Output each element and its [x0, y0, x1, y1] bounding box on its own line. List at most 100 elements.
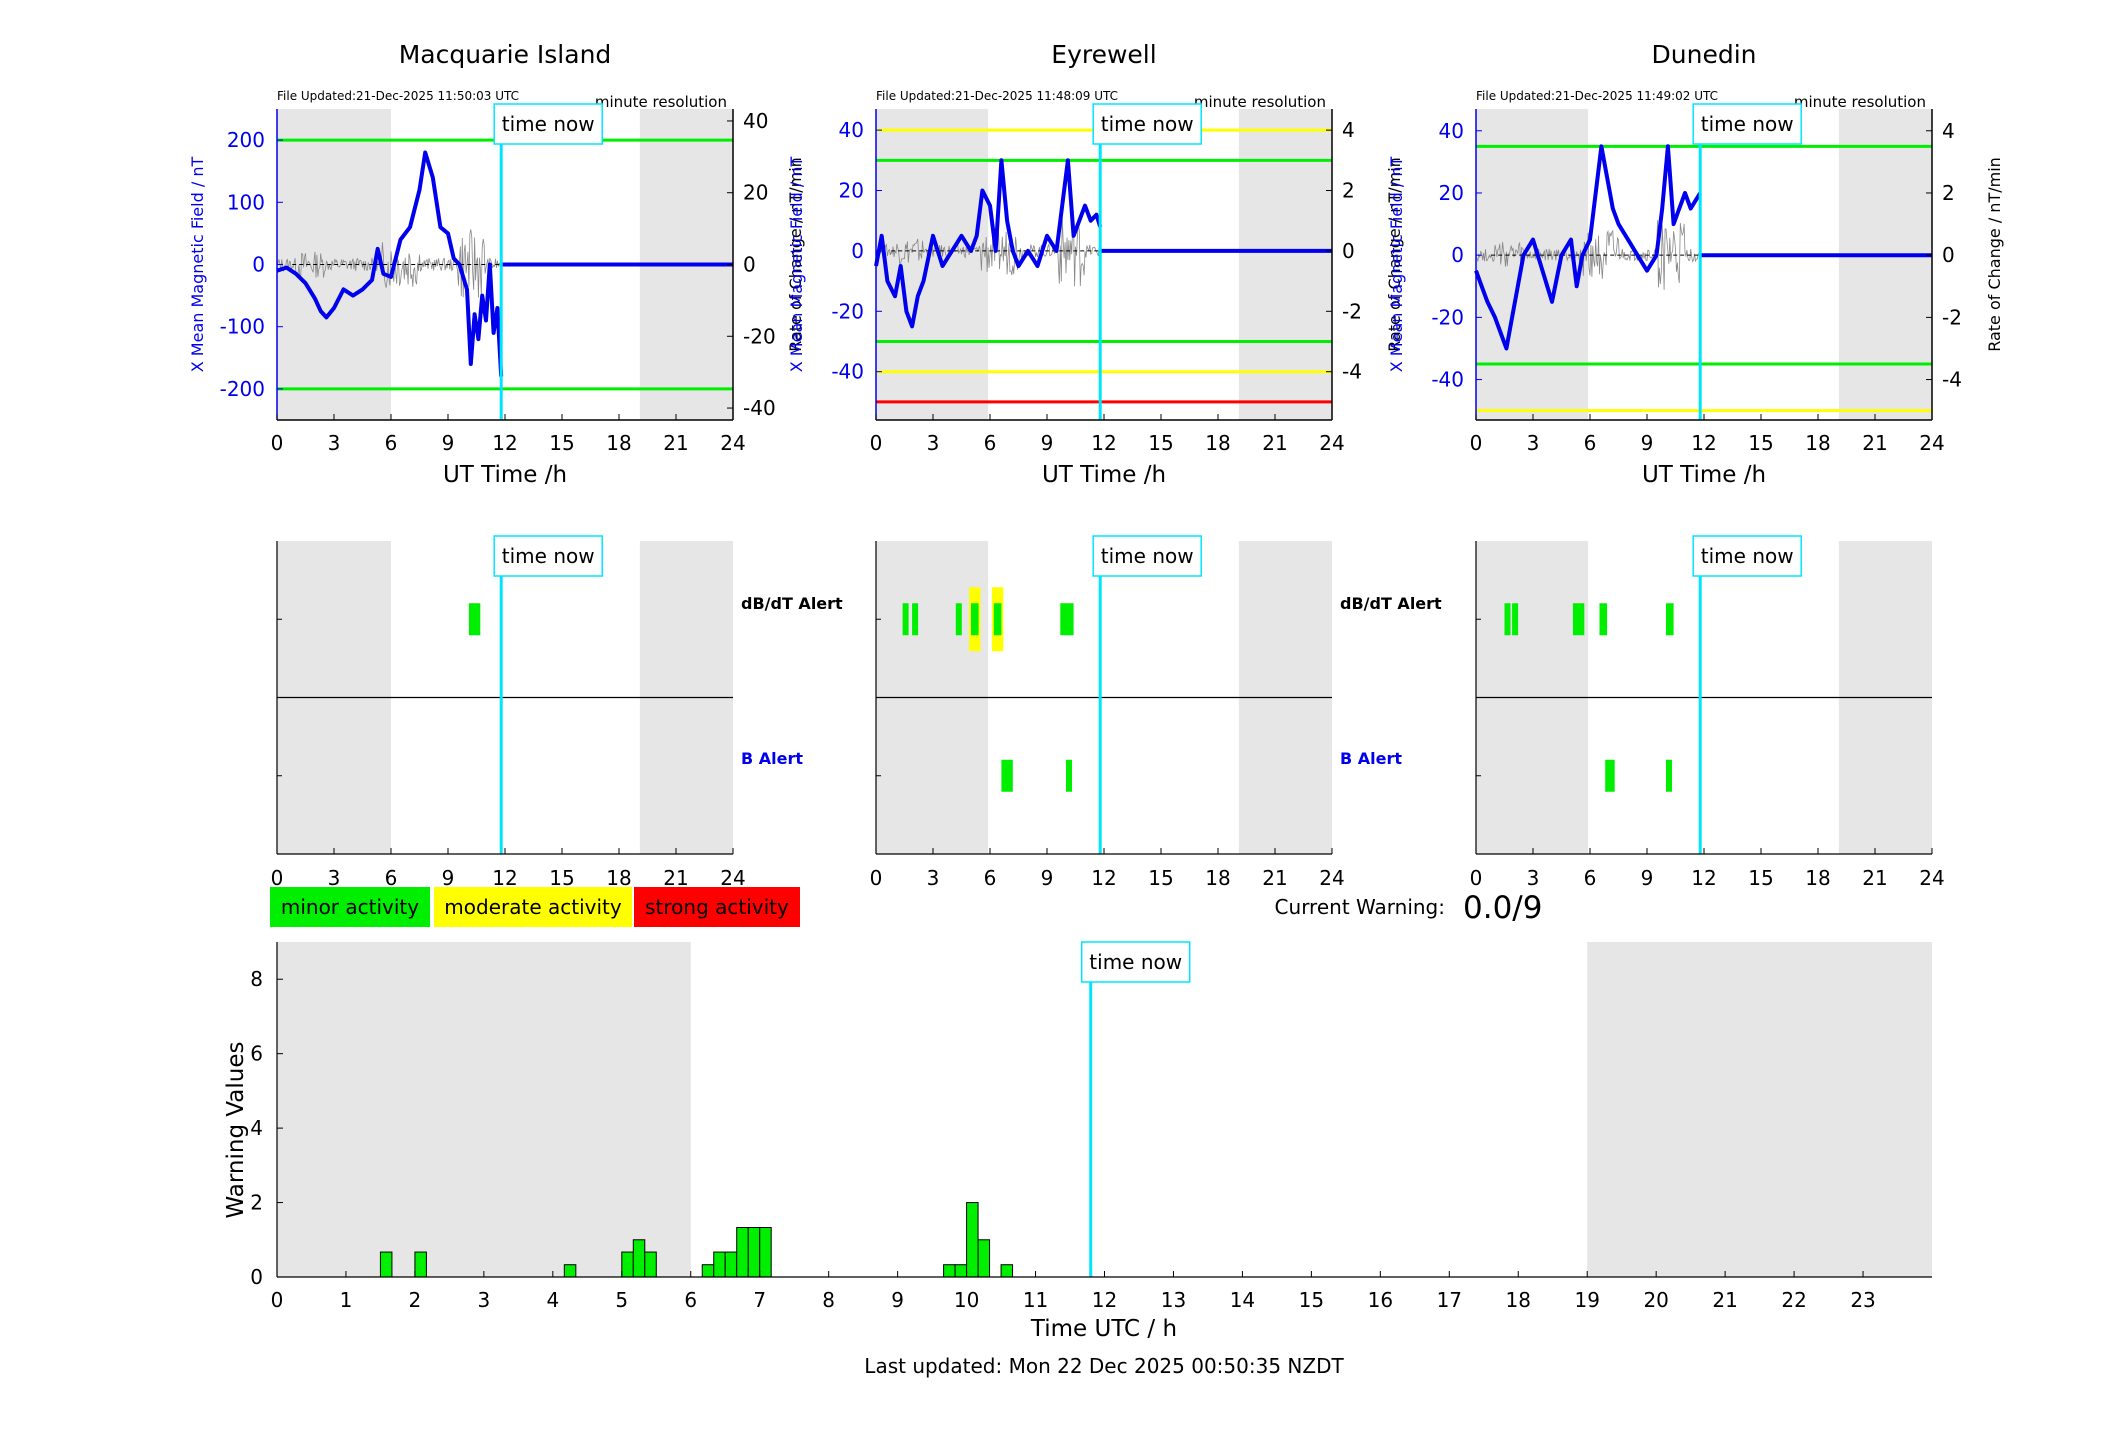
y2-tick-label: -4 [1342, 360, 1362, 384]
station-title: Macquarie Island [399, 40, 612, 69]
time-now-label: time now [1101, 112, 1194, 136]
legend-label: minor activity [281, 895, 419, 919]
x-tick-label: 0 [271, 431, 284, 455]
time-now-label: time now [1701, 112, 1794, 136]
x-axis-label: UT Time /h [1642, 462, 1766, 488]
time-now-box-top-0 [493, 103, 603, 145]
x-tick-label: 24 [1319, 866, 1344, 890]
x-tick-label: 20 [1643, 1288, 1668, 1312]
y-tick-label: -40 [831, 360, 864, 384]
x-tick-label: 8 [822, 1288, 835, 1312]
x-tick-label: 2 [409, 1288, 422, 1312]
warning-bar [736, 1226, 749, 1278]
warning-bar [943, 1264, 956, 1278]
y-tick-label: 40 [839, 118, 864, 142]
warning-bar [644, 1251, 657, 1278]
time-now-label: time now [1701, 544, 1794, 568]
current-warning-value: 0.0/9 [1463, 890, 1542, 926]
x-tick-label: 18 [1805, 431, 1830, 455]
x-tick-label: 7 [753, 1288, 766, 1312]
x-tick-label: 12 [1091, 866, 1116, 890]
dbdt-alert-block [1599, 603, 1608, 636]
b-alert-block [1001, 759, 1013, 792]
y-tick-label: 40 [1439, 119, 1464, 143]
dbdt-alert-block [1060, 603, 1074, 636]
x-tick-label: 9 [891, 1288, 904, 1312]
x-tick-label: 3 [328, 866, 341, 890]
x-tick-label: 14 [1230, 1288, 1255, 1312]
left-y-axis-label: X Mean Magnetic Field / nT [188, 157, 207, 373]
y-tick-label: 0 [250, 1265, 263, 1289]
right-y-axis-label: Rate of Change / nT/min [1985, 157, 2004, 352]
x-tick-label: 13 [1161, 1288, 1186, 1312]
night-shade [876, 109, 989, 420]
legend-label: moderate activity [444, 895, 622, 919]
station-title: Eyrewell [1051, 40, 1156, 69]
y2-tick-label: -2 [1342, 299, 1362, 323]
y-tick-label: -200 [220, 377, 265, 401]
file-updated: File Updated:21-Dec-2025 11:50:03 UTC [277, 89, 519, 103]
x-tick-label: 6 [385, 866, 398, 890]
field-series-line [276, 150, 504, 377]
dbdt-alert-label: dB/dT Alert [741, 594, 843, 613]
x-tick-label: 9 [442, 431, 455, 455]
x-tick-label: 6 [684, 1288, 697, 1312]
dbdt-alert-label: dB/dT Alert [1340, 594, 1442, 613]
warning-bar [621, 1251, 634, 1278]
x-tick-label: 12 [1091, 431, 1116, 455]
warning-bar [1000, 1264, 1014, 1278]
x-tick-label: 21 [1262, 431, 1287, 455]
resolution-label: minute resolution [595, 93, 727, 111]
y2-tick-label: -4 [1942, 368, 1962, 392]
x-tick-label: 18 [1506, 1288, 1531, 1312]
time-now-label: time now [502, 544, 595, 568]
x-tick-label: 21 [663, 866, 688, 890]
x-tick-label: 15 [1299, 1288, 1324, 1312]
dbdt-alert-block [468, 603, 481, 636]
right-y-axis-label: Rate of Change / nT/min [786, 157, 805, 352]
warning-bar [977, 1239, 991, 1278]
x-tick-label: 6 [385, 431, 398, 455]
x-tick-label: 3 [1527, 866, 1540, 890]
legend-swatch [434, 887, 632, 927]
x-tick-label: 21 [1712, 1288, 1737, 1312]
x-tick-label: 21 [1862, 431, 1887, 455]
x-tick-label: 0 [870, 866, 883, 890]
x-tick-label: 15 [1148, 431, 1173, 455]
time-now-box-top-2 [1692, 103, 1802, 145]
b-alert-block [1066, 759, 1072, 792]
warning-bar [414, 1251, 427, 1278]
y-tick-label: 4 [250, 1116, 263, 1140]
y2-tick-label: 4 [1342, 118, 1355, 142]
x-tick-label: 18 [1805, 866, 1830, 890]
y2-tick-label: -40 [743, 396, 776, 420]
warning-bar [563, 1264, 577, 1278]
x-tick-label: 17 [1437, 1288, 1462, 1312]
field-series-line [1474, 144, 1702, 351]
y-tick-label: 6 [250, 1042, 263, 1066]
x-tick-label: 24 [1919, 866, 1944, 890]
night-shade [1476, 109, 1589, 420]
y2-tick-label: 0 [1342, 239, 1355, 263]
x-tick-label: 15 [1148, 866, 1173, 890]
x-tick-label: 5 [615, 1288, 628, 1312]
x-tick-label: 24 [1919, 431, 1944, 455]
x-tick-label: 18 [1205, 431, 1230, 455]
resolution-label: minute resolution [1794, 93, 1926, 111]
y-tick-label: 0 [1451, 243, 1464, 267]
file-updated: File Updated:21-Dec-2025 11:49:02 UTC [1476, 89, 1718, 103]
y-tick-label: 20 [1439, 181, 1464, 205]
x-tick-label: 12 [1691, 431, 1716, 455]
file-updated: File Updated:21-Dec-2025 11:48:09 UTC [876, 89, 1118, 103]
x-tick-label: 18 [1205, 866, 1230, 890]
y-tick-label: 20 [839, 179, 864, 203]
x-tick-label: 24 [1319, 431, 1344, 455]
right-y-axis-label: Rate of Change / nT/min [1385, 157, 1404, 352]
x-tick-label: 15 [1748, 866, 1773, 890]
night-shade [277, 942, 691, 1277]
x-tick-label: 3 [328, 431, 341, 455]
rate-of-change-trace [875, 216, 1100, 287]
time-now-box-mid-2 [1692, 535, 1802, 577]
x-tick-label: 9 [1041, 431, 1054, 455]
